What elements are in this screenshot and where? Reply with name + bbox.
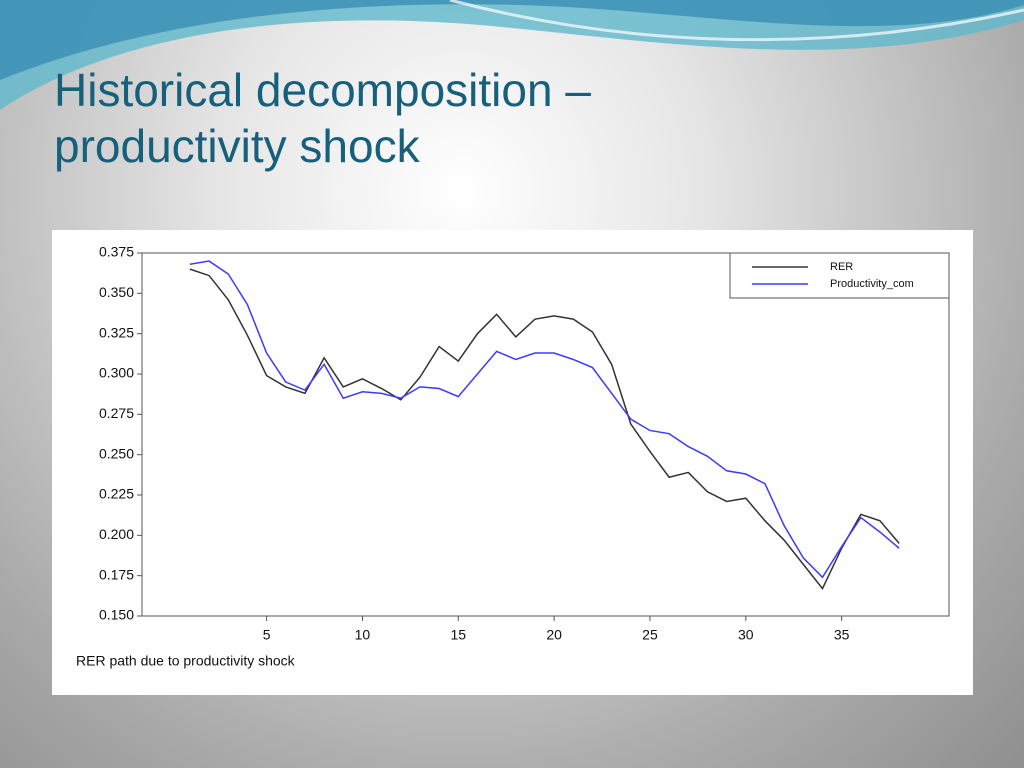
chart: RER path due to productivity shock 0.150… bbox=[76, 244, 950, 669]
slide-title: Historical decomposition – productivity … bbox=[54, 64, 591, 172]
x-tick-label: 35 bbox=[834, 627, 850, 643]
y-tick-label: 0.200 bbox=[99, 526, 134, 542]
y-tick-label: 0.325 bbox=[99, 324, 134, 340]
y-tick-label: 0.175 bbox=[99, 566, 134, 582]
x-tick-label: 25 bbox=[642, 627, 658, 643]
y-tick-label: 0.275 bbox=[99, 405, 134, 421]
y-tick-label: 0.350 bbox=[99, 284, 134, 300]
legend-label: Productivity_com bbox=[830, 278, 914, 290]
y-tick-label: 0.225 bbox=[99, 486, 134, 502]
x-axis-label: RER path due to productivity shock bbox=[76, 653, 296, 669]
wave-decoration bbox=[0, 0, 1024, 110]
x-tick-label: 20 bbox=[546, 627, 562, 643]
y-tick-label: 0.250 bbox=[99, 445, 134, 461]
plot-frame bbox=[141, 252, 950, 617]
series-line bbox=[189, 268, 900, 590]
y-tick-label: 0.375 bbox=[99, 244, 134, 260]
y-tick-label: 0.150 bbox=[99, 607, 134, 623]
y-tick-label: 0.300 bbox=[99, 365, 134, 381]
chart-box: RER path due to productivity shock 0.150… bbox=[52, 230, 973, 695]
x-tick-label: 30 bbox=[738, 627, 754, 643]
x-tick-label: 5 bbox=[263, 627, 271, 643]
x-tick-label: 15 bbox=[450, 627, 466, 643]
x-tick-label: 10 bbox=[355, 627, 371, 643]
legend-box bbox=[729, 252, 950, 299]
series-line bbox=[189, 260, 900, 579]
legend-label: RER bbox=[830, 261, 853, 273]
